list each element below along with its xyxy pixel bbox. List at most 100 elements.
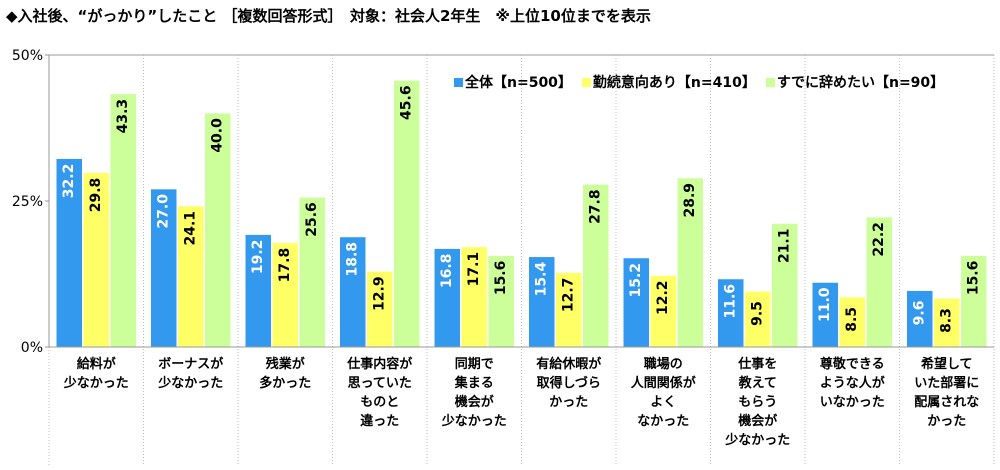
data-label: 9.5 <box>750 301 766 326</box>
bar <box>650 275 676 347</box>
y-tick-label: 50% <box>12 48 43 64</box>
data-label: 24.1 <box>183 211 199 246</box>
category-label-line: 多かった <box>259 375 311 391</box>
legend-label-all: 全体【n=500】 <box>465 75 572 91</box>
category-label: 職場の人間関係がよくなかった <box>631 356 696 429</box>
category-label-line: 違った <box>360 413 399 429</box>
category-label-line: 集まる <box>454 375 494 391</box>
legend-swatch-quit <box>765 77 775 87</box>
legend-item-all: 全体【n=500】 <box>454 72 572 92</box>
category-label: ボーナスが少なかった <box>157 356 223 391</box>
category-label-line: 人間関係が <box>631 375 696 391</box>
legend: 全体【n=500】 勤続意向あり【n=410】 すでに辞めたい【n=90】 <box>454 72 954 92</box>
data-label: 28.9 <box>682 183 698 218</box>
category-label-line: 思っていた <box>348 376 412 391</box>
bar <box>461 247 487 347</box>
bar <box>772 223 798 347</box>
data-label: 29.8 <box>88 178 104 213</box>
data-label: 15.2 <box>628 263 644 298</box>
category-label: 有給休暇が取得しづらかった <box>536 356 601 410</box>
data-label: 9.6 <box>912 301 928 326</box>
data-label: 12.9 <box>372 276 388 311</box>
data-label: 12.7 <box>561 278 577 313</box>
category-label-line: 配属されな <box>914 395 979 410</box>
category-label-line: かった <box>549 395 588 410</box>
data-label: 11.6 <box>723 284 739 319</box>
bar <box>839 297 865 347</box>
category-label: 希望していた部署に配属されなかった <box>914 356 979 429</box>
bar <box>205 113 231 348</box>
bar <box>83 172 109 347</box>
category-label-line: 同期で <box>455 357 494 372</box>
category-label-line: なかった <box>637 414 689 429</box>
data-label: 15.6 <box>493 261 509 296</box>
data-label: 15.4 <box>534 262 550 297</box>
category-label-line: 少なかった <box>724 432 790 448</box>
bar <box>677 178 703 347</box>
category-label: 給料が少なかった <box>63 356 129 391</box>
legend-item-quit: すでに辞めたい【n=90】 <box>765 72 945 92</box>
category-label-line: 職場の <box>644 356 683 372</box>
category-label-line: 有給休暇が <box>536 356 601 372</box>
bar <box>529 257 555 347</box>
category-label-line: 少なかった <box>157 375 223 391</box>
bar <box>367 271 393 347</box>
bar <box>745 291 771 347</box>
category-label-line: 取得しづら <box>537 375 601 391</box>
data-label: 15.6 <box>966 261 982 296</box>
data-label: 21.1 <box>777 229 793 264</box>
category-label: 同期で集まる機会が少なかった <box>441 357 507 429</box>
category-label-line: 少なかった <box>441 413 507 429</box>
category-label-line: 仕事を <box>737 356 777 372</box>
bar <box>272 243 298 347</box>
category-label-line: 機会が <box>455 394 494 410</box>
bar <box>56 158 82 347</box>
bar <box>434 248 460 347</box>
category-label-line: 給料が <box>77 356 116 372</box>
legend-label-quit: すでに辞めたい【n=90】 <box>776 75 945 91</box>
category-label: 仕事を教えてもらう機会が少なかった <box>724 356 790 448</box>
bar <box>340 237 366 347</box>
category-label-line: 残業が <box>266 356 305 372</box>
category-label-line: ボーナスが <box>158 356 223 372</box>
data-label: 25.6 <box>304 202 320 237</box>
category-label: 残業が多かった <box>259 356 311 391</box>
data-label: 19.2 <box>250 240 266 275</box>
bar <box>812 282 838 347</box>
bar <box>488 255 514 347</box>
data-label: 18.8 <box>345 242 361 277</box>
bar <box>718 279 744 347</box>
legend-swatch-continue <box>581 77 591 87</box>
category-label-line: 尊敬できる <box>820 356 885 372</box>
category-label-line: 希望して <box>921 356 973 372</box>
bar <box>623 258 649 347</box>
category-label-line: 少なかった <box>63 375 129 391</box>
category-label-line: ような人が <box>820 375 885 391</box>
category-label-line: いた部署に <box>914 375 979 391</box>
legend-label-continue: 勤続意向あり【n=410】 <box>592 75 756 91</box>
legend-item-continue: 勤続意向あり【n=410】 <box>581 72 756 92</box>
data-label: 43.3 <box>115 99 131 134</box>
category-label-line: かった <box>927 414 966 429</box>
category-label: 尊敬できるような人がいなかった <box>820 356 885 410</box>
bar <box>866 217 892 347</box>
bar <box>178 206 204 347</box>
data-label: 32.2 <box>61 164 77 199</box>
bar <box>110 94 136 348</box>
data-label: 40.0 <box>210 118 226 153</box>
category-label-line: 教えて <box>738 375 777 391</box>
category-label: 仕事内容が思っていたものと違った <box>346 356 412 429</box>
bar <box>934 298 960 347</box>
data-label: 8.5 <box>844 307 860 332</box>
bar <box>394 80 420 348</box>
category-label-line: 機会が <box>738 413 777 429</box>
legend-swatch-all <box>454 77 463 87</box>
bar <box>245 234 271 347</box>
bar <box>151 189 177 347</box>
bar <box>907 290 933 347</box>
data-label: 27.8 <box>588 189 604 224</box>
data-label: 17.8 <box>277 248 293 283</box>
data-label: 16.8 <box>439 254 455 289</box>
bar <box>961 255 987 347</box>
